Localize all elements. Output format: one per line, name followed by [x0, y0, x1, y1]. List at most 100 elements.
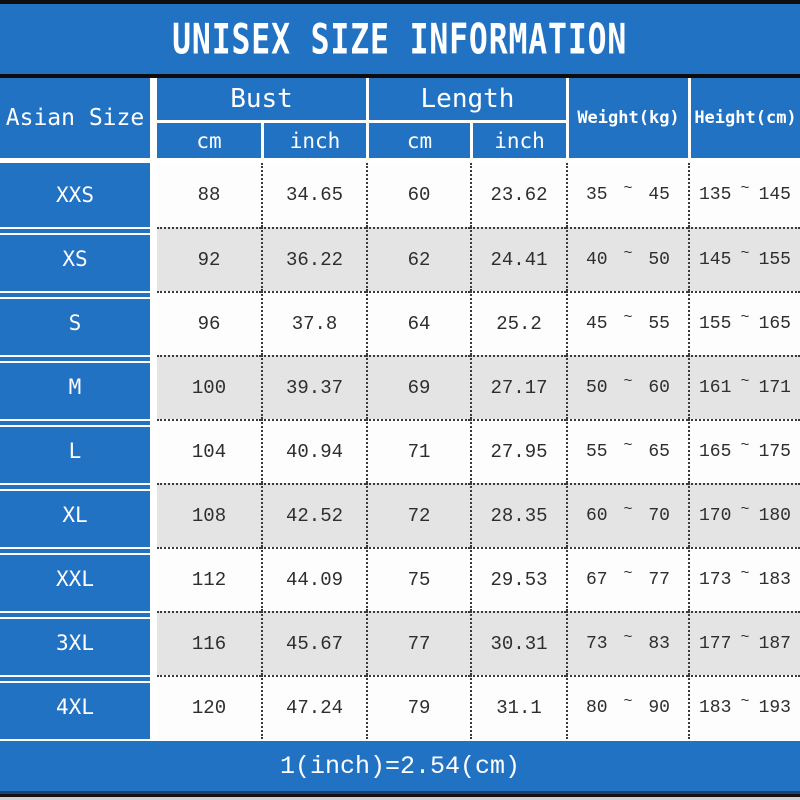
height-range-cell: 165 ~ 175 [688, 419, 800, 483]
bust-cm-cell: 104 [157, 419, 261, 483]
tilde-glyph: ~ [623, 500, 633, 518]
bust-inch-cell: 34.65 [261, 163, 366, 227]
height-min: 165 [699, 442, 732, 462]
title-separator-line [0, 74, 800, 78]
size-cell: 3XL [0, 611, 157, 675]
weight-max: 70 [648, 506, 670, 526]
size-cell: XXL [0, 547, 157, 611]
length-cm-cell: 79 [366, 675, 470, 739]
height-range-cell: 161 ~ 171 [688, 355, 800, 419]
weight-range-cell: 35 ~ 45 [566, 163, 688, 227]
header-group-length: Length [366, 78, 566, 120]
length-cm-cell: 69 [366, 355, 470, 419]
weight-max: 83 [648, 634, 670, 654]
table-row: XXS 88 34.65 60 23.62 35 ~ 45 135 ~ 145 [0, 163, 800, 227]
tilde-glyph: ~ [740, 564, 750, 582]
size-label: XXL [56, 567, 94, 591]
height-min: 183 [699, 698, 732, 718]
tilde-glyph: ~ [623, 628, 633, 646]
weight-range-cell: 55 ~ 65 [566, 419, 688, 483]
table-row: XXL 112 44.09 75 29.53 67 ~ 77 173 ~ 183 [0, 547, 800, 611]
header-bottom-gap [0, 158, 800, 163]
height-range-cell: 155 ~ 165 [688, 291, 800, 355]
height-max: 175 [758, 442, 791, 462]
tilde-glyph: ~ [740, 628, 750, 646]
table-row: L 104 40.94 71 27.95 55 ~ 65 165 ~ 175 [0, 419, 800, 483]
table-row: XL 108 42.52 72 28.35 60 ~ 70 170 ~ 180 [0, 483, 800, 547]
weight-min: 40 [586, 250, 608, 270]
height-min: 173 [699, 570, 732, 590]
header-weight: Weight(kg) [566, 78, 688, 158]
tilde-glyph: ~ [740, 500, 750, 518]
table-row: XS 92 36.22 62 24.41 40 ~ 50 145 ~ 155 [0, 227, 800, 291]
height-range-cell: 145 ~ 155 [688, 227, 800, 291]
table-row: S 96 37.8 64 25.2 45 ~ 55 155 ~ 165 [0, 291, 800, 355]
length-cm-cell: 62 [366, 227, 470, 291]
weight-range-cell: 67 ~ 77 [566, 547, 688, 611]
table-header: Asian Size Bust Length Weight(kg) Height… [0, 78, 800, 158]
weight-max: 90 [648, 698, 670, 718]
length-inch-cell: 28.35 [470, 483, 566, 547]
height-max: 165 [758, 314, 791, 334]
tilde-glyph: ~ [623, 244, 633, 262]
size-label: XS [62, 247, 88, 271]
size-cell: XL [0, 483, 157, 547]
size-cell: M [0, 355, 157, 419]
tilde-glyph: ~ [740, 244, 750, 262]
bust-cm-cell: 96 [157, 291, 261, 355]
height-max: 145 [758, 185, 791, 205]
weight-min: 73 [586, 634, 608, 654]
header-length-inch: inch [470, 120, 566, 158]
header-height: Height(cm) [688, 78, 800, 158]
height-range-cell: 170 ~ 180 [688, 483, 800, 547]
bust-cm-cell: 100 [157, 355, 261, 419]
height-min: 170 [699, 506, 732, 526]
tilde-glyph: ~ [740, 179, 750, 197]
bust-inch-cell: 42.52 [261, 483, 366, 547]
size-label: M [68, 375, 82, 399]
header-group-bust: Bust [157, 78, 366, 120]
size-label: S [68, 311, 82, 335]
length-inch-cell: 25.2 [470, 291, 566, 355]
length-inch-cell: 23.62 [470, 163, 566, 227]
weight-range-cell: 45 ~ 55 [566, 291, 688, 355]
title-bar: UNISEX SIZE INFORMATION [0, 4, 800, 74]
height-max: 155 [758, 250, 791, 270]
size-label: XL [62, 503, 88, 527]
footer-bar: 1(inch)=2.54(cm) [0, 741, 800, 791]
weight-max: 45 [648, 185, 670, 205]
footer-gap [0, 739, 800, 741]
bust-cm-cell: 92 [157, 227, 261, 291]
height-range-cell: 135 ~ 145 [688, 163, 800, 227]
bottom-black-line [0, 794, 800, 797]
tilde-glyph: ~ [740, 308, 750, 326]
weight-max: 77 [648, 570, 670, 590]
weight-min: 55 [586, 442, 608, 462]
size-cell: 4XL [0, 675, 157, 739]
tilde-glyph: ~ [740, 436, 750, 454]
tilde-glyph: ~ [623, 372, 633, 390]
size-label: 3XL [56, 631, 94, 655]
weight-range-cell: 50 ~ 60 [566, 355, 688, 419]
length-inch-cell: 30.31 [470, 611, 566, 675]
height-min: 155 [699, 314, 732, 334]
height-min: 177 [699, 634, 732, 654]
size-cell: L [0, 419, 157, 483]
weight-min: 67 [586, 570, 608, 590]
tilde-glyph: ~ [623, 564, 633, 582]
length-inch-cell: 27.95 [470, 419, 566, 483]
length-inch-cell: 27.17 [470, 355, 566, 419]
weight-range-cell: 60 ~ 70 [566, 483, 688, 547]
size-label: L [68, 439, 82, 463]
bust-inch-cell: 40.94 [261, 419, 366, 483]
height-range-cell: 177 ~ 187 [688, 611, 800, 675]
height-min: 161 [699, 378, 732, 398]
conversion-note: 1(inch)=2.54(cm) [279, 751, 521, 781]
bust-inch-cell: 39.37 [261, 355, 366, 419]
weight-range-cell: 40 ~ 50 [566, 227, 688, 291]
height-min: 135 [699, 185, 732, 205]
header-bust-inch: inch [261, 120, 366, 158]
bottom-gray-line [0, 797, 800, 800]
size-label: 4XL [56, 695, 94, 719]
